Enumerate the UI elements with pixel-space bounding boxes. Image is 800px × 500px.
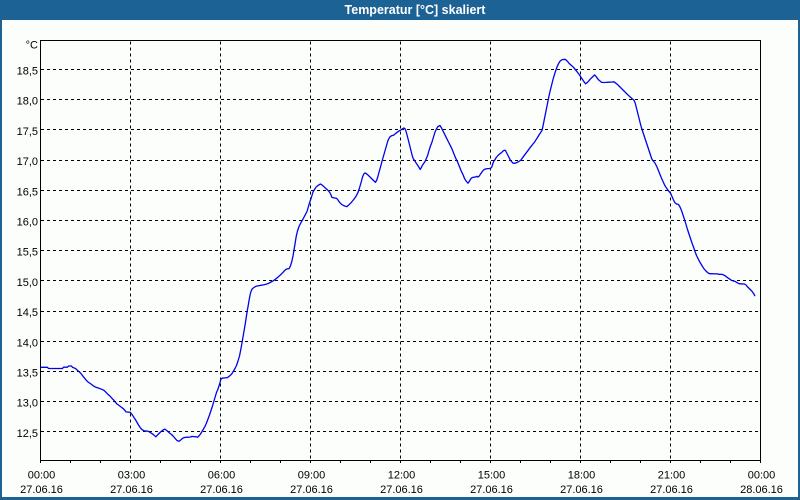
svg-text:21:00: 21:00 (658, 470, 686, 482)
svg-text:18,5: 18,5 (17, 66, 38, 78)
svg-text:17,5: 17,5 (17, 126, 38, 138)
svg-text:13,0: 13,0 (17, 398, 38, 410)
svg-text:13,5: 13,5 (17, 368, 38, 380)
svg-text:27.06.16: 27.06.16 (380, 484, 423, 496)
svg-text:15,5: 15,5 (17, 247, 38, 259)
svg-text:17,0: 17,0 (17, 156, 38, 168)
svg-text:15,0: 15,0 (17, 277, 38, 289)
svg-text:27.06.16: 27.06.16 (20, 484, 63, 496)
svg-text:12,5: 12,5 (17, 428, 38, 440)
svg-text:18,0: 18,0 (17, 96, 38, 108)
svg-text:27.06.16: 27.06.16 (290, 484, 333, 496)
svg-text:14,5: 14,5 (17, 307, 38, 319)
svg-text:00:00: 00:00 (748, 470, 776, 482)
svg-text:Temperatur [°C] skaliert: Temperatur [°C] skaliert (345, 3, 487, 17)
svg-text:27.06.16: 27.06.16 (200, 484, 243, 496)
svg-text:14,0: 14,0 (17, 337, 38, 349)
svg-text:09:00: 09:00 (298, 470, 326, 482)
svg-text:18:00: 18:00 (568, 470, 596, 482)
svg-text:00:00: 00:00 (28, 470, 56, 482)
svg-text:03:00: 03:00 (118, 470, 146, 482)
svg-text:27.06.16: 27.06.16 (560, 484, 603, 496)
svg-text:06:00: 06:00 (208, 470, 236, 482)
svg-text:12:00: 12:00 (388, 470, 416, 482)
svg-text:28.06.16: 28.06.16 (740, 484, 783, 496)
svg-text:16,5: 16,5 (17, 186, 38, 198)
svg-text:15:00: 15:00 (478, 470, 506, 482)
svg-text:°C: °C (26, 40, 38, 52)
svg-text:27.06.16: 27.06.16 (110, 484, 153, 496)
svg-text:27.06.16: 27.06.16 (470, 484, 513, 496)
svg-text:16,0: 16,0 (17, 217, 38, 229)
svg-text:27.06.16: 27.06.16 (650, 484, 693, 496)
